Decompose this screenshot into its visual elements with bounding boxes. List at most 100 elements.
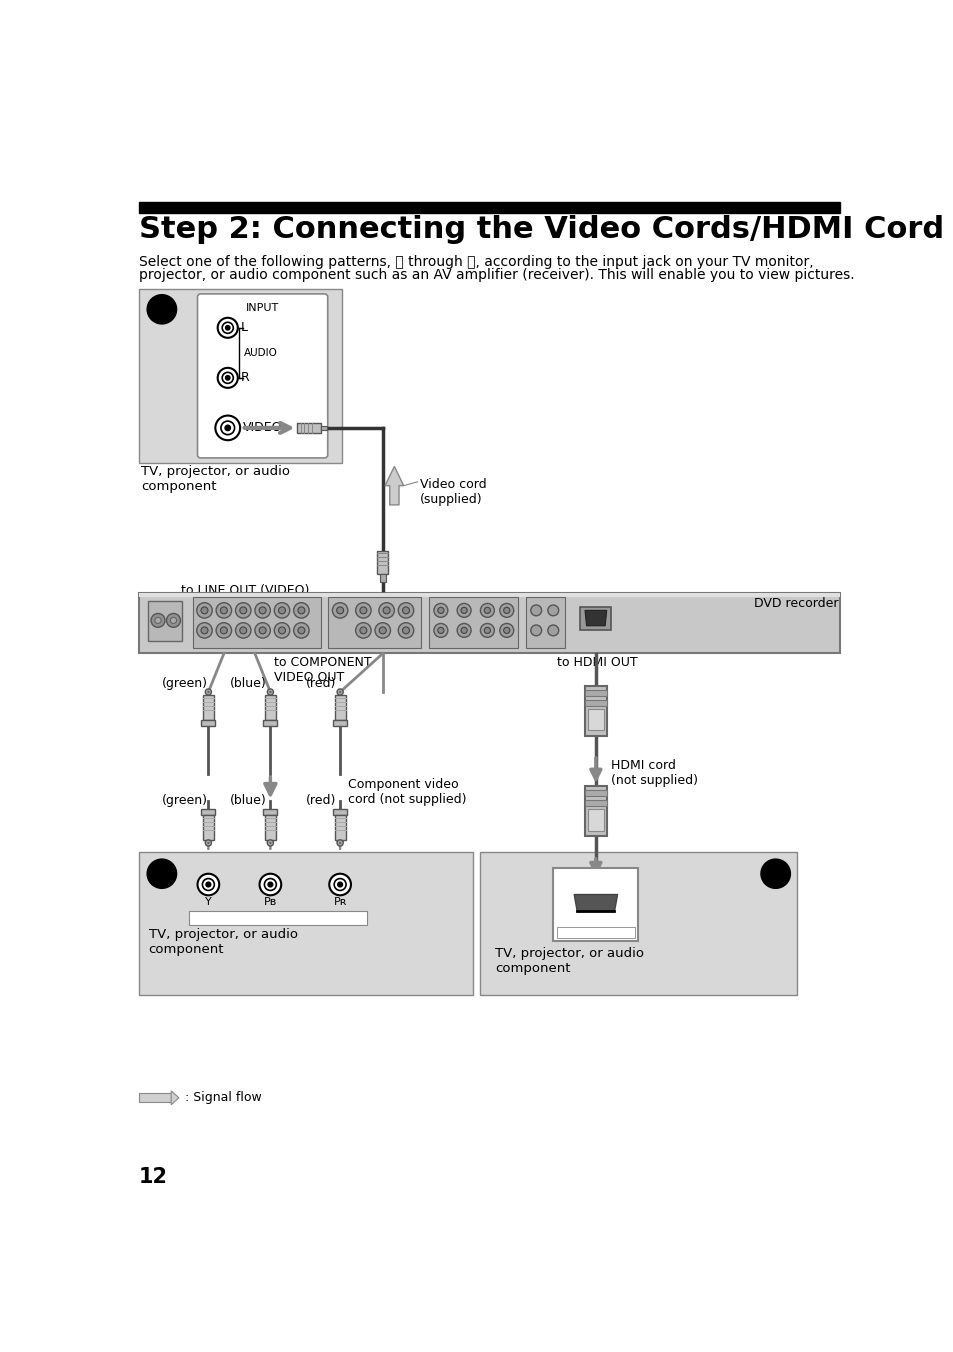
Circle shape: [239, 627, 247, 634]
Bar: [379, 575, 385, 581]
Bar: [203, 695, 213, 719]
Circle shape: [379, 627, 386, 634]
Circle shape: [147, 859, 176, 888]
Text: INPUT: INPUT: [246, 303, 279, 314]
Text: (red): (red): [306, 677, 335, 691]
Circle shape: [337, 882, 342, 887]
Text: Pʙ: Pʙ: [264, 896, 276, 907]
Text: (green): (green): [162, 677, 208, 691]
Circle shape: [294, 623, 309, 638]
Circle shape: [274, 603, 290, 618]
Circle shape: [207, 842, 210, 844]
Circle shape: [196, 603, 212, 618]
Text: AUDIO: AUDIO: [244, 349, 277, 358]
Text: DVD recorder: DVD recorder: [753, 598, 838, 610]
Circle shape: [355, 623, 371, 638]
Bar: [335, 815, 345, 840]
Text: AC IN: AC IN: [154, 630, 175, 639]
Circle shape: [254, 623, 270, 638]
Circle shape: [278, 627, 285, 634]
Circle shape: [235, 603, 251, 618]
Circle shape: [359, 627, 367, 634]
Text: TV, projector, or audio
component: TV, projector, or audio component: [149, 927, 297, 956]
Circle shape: [259, 627, 266, 634]
Circle shape: [269, 842, 272, 844]
Circle shape: [484, 627, 490, 634]
Circle shape: [338, 691, 341, 694]
Circle shape: [402, 627, 409, 634]
Bar: [479, 852, 797, 995]
Bar: [265, 815, 275, 840]
Text: Step 2: Connecting the Video Cords/HDMI Cord: Step 2: Connecting the Video Cords/HDMI …: [138, 215, 943, 243]
Bar: [148, 602, 182, 641]
Text: projector, or audio component such as an AV amplifier (receiver). This will enab: projector, or audio component such as an…: [138, 269, 853, 283]
Circle shape: [383, 607, 390, 614]
Circle shape: [151, 614, 165, 627]
Circle shape: [503, 627, 509, 634]
Text: to HDMI OUT: to HDMI OUT: [557, 656, 638, 669]
Text: VIDEO: VIDEO: [243, 422, 282, 434]
Text: (red): (red): [306, 795, 335, 807]
Circle shape: [171, 618, 176, 623]
Text: L: L: [241, 322, 248, 334]
Circle shape: [402, 607, 409, 614]
Text: Video cord
(supplied): Video cord (supplied): [419, 479, 486, 506]
Circle shape: [530, 604, 541, 615]
Circle shape: [259, 873, 281, 895]
Polygon shape: [584, 610, 606, 626]
Text: TV, projector, or audio
component: TV, projector, or audio component: [495, 946, 643, 975]
Circle shape: [235, 623, 251, 638]
Circle shape: [206, 882, 211, 887]
Circle shape: [503, 607, 509, 614]
Bar: [557, 927, 634, 938]
Circle shape: [332, 603, 348, 618]
Circle shape: [297, 627, 305, 634]
Text: Select one of the following patterns, Ⓐ through Ⓒ, according to the input jack o: Select one of the following patterns, Ⓐ …: [138, 254, 812, 269]
Circle shape: [547, 604, 558, 615]
Bar: [584, 690, 606, 696]
Bar: [335, 695, 345, 719]
Circle shape: [202, 879, 214, 891]
Bar: [138, 1094, 171, 1102]
Text: 12: 12: [138, 1167, 168, 1187]
Circle shape: [201, 627, 208, 634]
Circle shape: [220, 607, 227, 614]
Circle shape: [207, 691, 210, 694]
Circle shape: [222, 372, 233, 384]
Circle shape: [375, 623, 390, 638]
Circle shape: [254, 603, 270, 618]
Polygon shape: [574, 895, 617, 911]
Circle shape: [355, 603, 371, 618]
Circle shape: [329, 873, 351, 895]
Bar: [525, 598, 564, 648]
Circle shape: [216, 603, 232, 618]
Circle shape: [274, 623, 290, 638]
Circle shape: [484, 607, 490, 614]
Circle shape: [434, 623, 447, 637]
Circle shape: [222, 322, 233, 334]
Circle shape: [217, 368, 237, 388]
Circle shape: [225, 425, 231, 430]
Circle shape: [480, 603, 494, 618]
Circle shape: [437, 627, 443, 634]
Circle shape: [278, 607, 285, 614]
Circle shape: [397, 623, 414, 638]
Bar: [138, 852, 473, 995]
Bar: [587, 708, 603, 730]
Bar: [584, 786, 606, 836]
Circle shape: [225, 326, 230, 330]
Text: Component video
cord (not supplied): Component video cord (not supplied): [348, 779, 466, 806]
Circle shape: [336, 690, 343, 695]
Circle shape: [297, 607, 305, 614]
Circle shape: [154, 618, 161, 623]
Text: A: A: [593, 715, 598, 725]
Circle shape: [434, 603, 447, 618]
Bar: [320, 426, 327, 430]
Text: HDMI cord
(not supplied): HDMI cord (not supplied): [611, 758, 698, 787]
Circle shape: [269, 691, 272, 694]
Circle shape: [215, 415, 240, 441]
Text: (blue): (blue): [230, 795, 266, 807]
Circle shape: [197, 873, 219, 895]
Text: C: C: [768, 865, 781, 883]
Text: A: A: [154, 300, 169, 318]
